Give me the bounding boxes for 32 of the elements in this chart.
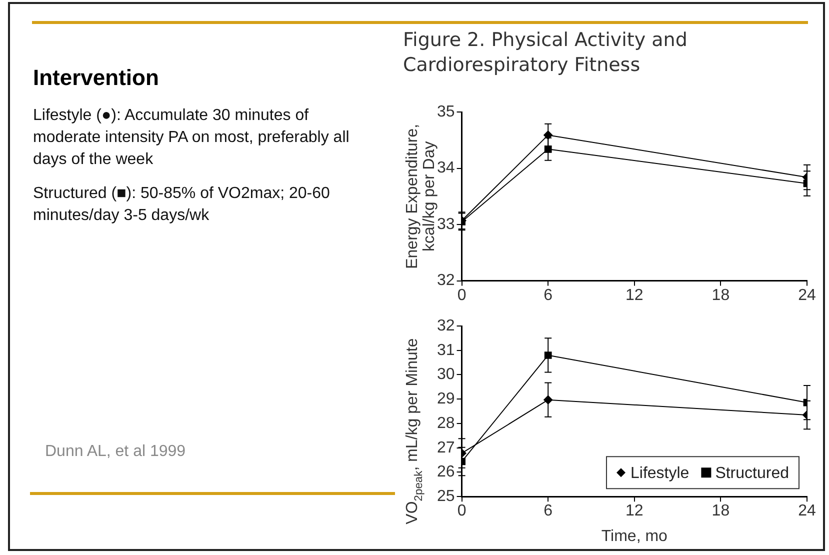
y-tick-label: 35 xyxy=(437,103,455,120)
text: Dunn AL, et al 1999 xyxy=(44,442,187,462)
y-tick-label: 25 xyxy=(437,488,455,506)
y-axis-title: VO2peak, mL/kg per Minute xyxy=(404,338,425,524)
text: Structured (■): 50-85% of VO2max; 20-60 minutes/day 3-5 days/wk xyxy=(33,184,331,226)
x-axis-title: Time, mo xyxy=(601,528,668,545)
y-axis-title: Energy Expenditure, kcal/kg per Day xyxy=(404,124,438,269)
x-tick-label: 0 xyxy=(457,286,466,304)
y-tick-label: 28 xyxy=(437,414,455,432)
x-tick-label: 18 xyxy=(712,502,730,520)
legend-label: Structured xyxy=(715,465,789,482)
y-tick-label: 33 xyxy=(437,216,455,233)
y-tick-label: 26 xyxy=(437,464,455,481)
x-tick-label: 24 xyxy=(798,502,816,520)
x-tick-label: 18 xyxy=(712,286,730,304)
x-tick-label: 0 xyxy=(457,502,466,520)
text: Lifestyle (●): Accumulate 30 minutes of moderate intensity PA on most, preferably all days of the week xyxy=(33,106,350,170)
y-tick-label: 27 xyxy=(437,439,455,456)
chart-title: Figure 2. Physical Activity and Cardiorespiratory Fitness xyxy=(403,28,688,78)
y-tick-label: 29 xyxy=(437,390,455,408)
legend-label: Lifestyle xyxy=(630,465,690,482)
y-tick-label: 32 xyxy=(437,272,455,290)
y-tick-label: 34 xyxy=(437,160,455,177)
x-tick-label: 12 xyxy=(626,502,644,520)
x-tick-label: 6 xyxy=(544,502,553,520)
y-tick-label: 32 xyxy=(437,317,455,334)
y-tick-label: 30 xyxy=(437,366,455,384)
x-tick-label: 6 xyxy=(544,286,553,304)
x-tick-label: 12 xyxy=(626,286,644,304)
x-tick-label: 24 xyxy=(798,286,816,304)
y-tick-label: 31 xyxy=(437,342,455,359)
text: Intervention xyxy=(33,65,160,91)
